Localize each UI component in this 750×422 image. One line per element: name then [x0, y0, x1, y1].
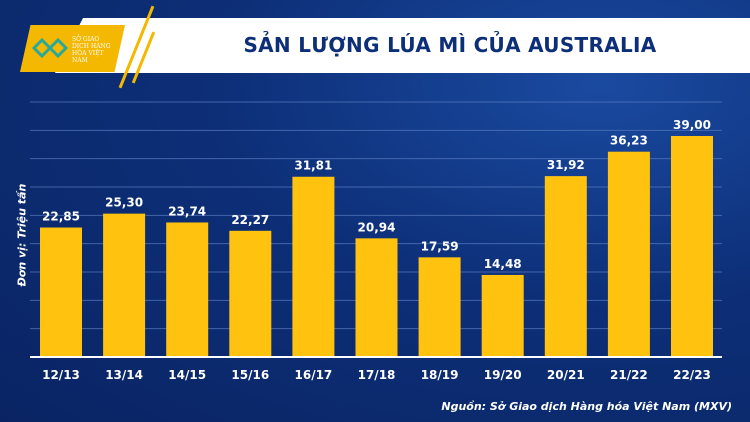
bar — [40, 227, 82, 357]
bar — [671, 136, 713, 357]
logo-text: SỞ GIAO DỊCH HÀNG HÓA VIỆT NAM — [72, 36, 111, 64]
source-note: Nguồn: Sở Giao dịch Hàng hóa Việt Nam (M… — [441, 400, 732, 413]
data-label: 22,27 — [231, 213, 269, 227]
x-tick-label: 18/19 — [421, 368, 459, 382]
data-label: 17,59 — [421, 239, 459, 253]
chart-title: SẢN LƯỢNG LÚA MÌ CỦA AUSTRALIA — [243, 33, 657, 57]
bar — [103, 213, 146, 357]
bar — [544, 176, 587, 357]
x-tick-label: 22/23 — [673, 368, 711, 382]
bar — [355, 238, 398, 357]
title-banner — [55, 18, 750, 73]
x-tick-label: 20/21 — [547, 368, 585, 382]
bar — [607, 151, 650, 357]
x-tick-label: 13/14 — [105, 368, 143, 382]
x-tick-label: 12/13 — [42, 368, 80, 382]
data-label: 14,48 — [484, 257, 522, 271]
x-tick-label: 21/22 — [610, 368, 648, 382]
data-label: 31,81 — [294, 159, 332, 173]
data-label: 20,94 — [358, 220, 396, 234]
data-label: 22,85 — [42, 210, 80, 224]
x-tick-label: 16/17 — [295, 368, 333, 382]
data-label: 31,92 — [547, 158, 585, 172]
bar — [292, 176, 335, 357]
data-label: 23,74 — [168, 204, 206, 218]
bar — [229, 230, 272, 357]
logo-mark-icon — [31, 37, 69, 59]
bar — [418, 257, 461, 357]
logo — [20, 25, 125, 72]
data-label: 25,30 — [105, 196, 143, 210]
data-label: 36,23 — [610, 134, 648, 148]
bar — [481, 274, 524, 357]
x-tick-label: 14/15 — [168, 368, 206, 382]
bar — [166, 222, 209, 357]
x-tick-label: 19/20 — [484, 368, 522, 382]
x-tick-label: 15/16 — [231, 368, 269, 382]
x-tick-label: 17/18 — [358, 368, 396, 382]
data-label: 39,00 — [673, 118, 711, 132]
